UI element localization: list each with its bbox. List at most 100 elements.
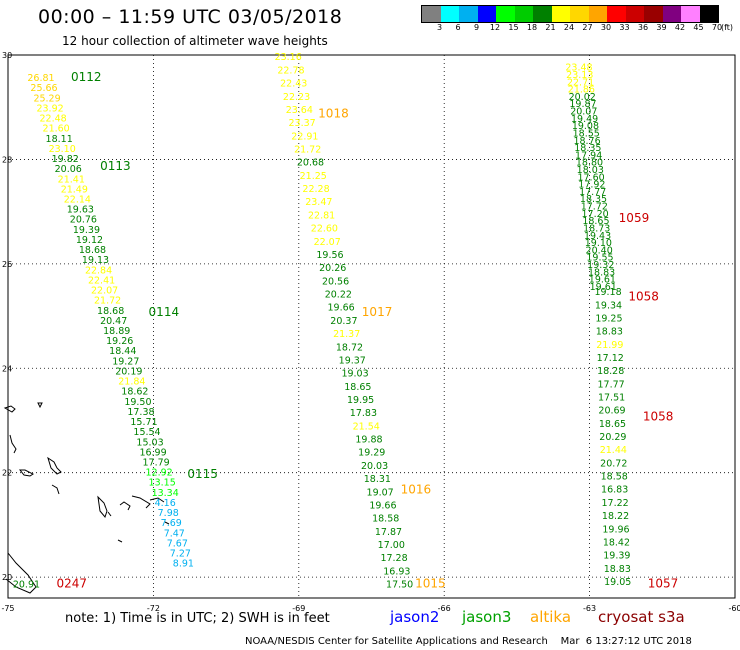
- wave-height-value: 18.72: [336, 342, 363, 353]
- wave-height-value: 4.16: [155, 498, 176, 509]
- track-altika: 23.16 22.78 22.43 22.23 23.64 23.37 22.91 21.72…: [275, 52, 446, 590]
- wave-height-value: 21.99: [596, 340, 623, 351]
- wave-height-value: 18.80: [576, 158, 603, 169]
- pass-time-label: 1057: [648, 577, 679, 591]
- wave-height-value: 19.39: [73, 225, 100, 236]
- wave-height-value: 7.98: [158, 508, 179, 519]
- scale-swatch: [551, 6, 570, 22]
- wave-height-value: 21.84: [118, 377, 145, 388]
- wave-height-value: 22.48: [40, 114, 67, 125]
- wave-height-value: 21.54: [353, 421, 380, 432]
- wave-height-value: 19.07: [367, 487, 394, 498]
- island-outline: [97, 495, 108, 519]
- wave-height-value: 18.11: [46, 134, 73, 145]
- scale-label: 12: [489, 23, 501, 32]
- wave-height-value: 20.22: [325, 290, 352, 301]
- wave-height-value: 19.95: [347, 395, 374, 406]
- chart-title: 00:00 – 11:59 UTC 03/05/2018: [38, 6, 343, 28]
- wave-height-value: 20.76: [70, 215, 97, 226]
- wave-height-value: 20.19: [115, 366, 142, 377]
- lon-tick-label: -60: [728, 604, 740, 613]
- scale-swatch: [570, 6, 589, 22]
- wave-height-value: 12.92: [146, 468, 173, 479]
- wave-height-value: 19.96: [602, 524, 629, 535]
- wave-height-value: 18.65: [344, 382, 371, 393]
- wave-height-value: 20.07: [570, 107, 597, 118]
- wave-height-value: 19.43: [584, 231, 611, 242]
- wave-height-value: 8.91: [173, 559, 194, 570]
- scale-label: 9: [473, 23, 480, 32]
- wave-height-value: 18.62: [121, 387, 148, 398]
- island-outline: [51, 484, 60, 495]
- wave-height-value: 18.58: [372, 514, 399, 525]
- wave-height-value: 21.60: [43, 124, 70, 135]
- island-outline: [37, 402, 43, 409]
- scale-label: 27: [582, 23, 593, 32]
- wave-height-value: 23.48: [565, 63, 592, 74]
- wave-height-value: 19.39: [603, 551, 630, 562]
- wave-height-value: 20.68: [297, 158, 324, 169]
- wave-height-value: 19.61: [590, 282, 617, 293]
- scale-label: 21: [545, 23, 556, 32]
- lat-tick-label: 28: [2, 155, 12, 164]
- scale-swatch: [588, 6, 607, 22]
- wave-height-value: 16.83: [601, 485, 628, 496]
- lon-tick-label: -69: [292, 604, 305, 613]
- wave-height-value: 15.71: [130, 417, 157, 428]
- lat-tick-label: 30: [2, 51, 12, 60]
- wave-height-value: 18.83: [604, 564, 631, 575]
- island-outline: [117, 539, 123, 543]
- wave-height-value: 17.77: [579, 187, 606, 198]
- wave-height-value: 18.68: [97, 306, 124, 317]
- wave-height-value: 18.65: [582, 216, 609, 227]
- wave-height-value: 18.68: [79, 245, 106, 256]
- wave-height-value: 19.66: [369, 500, 396, 511]
- lat-tick-label: 24: [2, 364, 12, 373]
- wave-height-value: 7.47: [164, 528, 185, 539]
- wave-height-value: 19.66: [328, 303, 355, 314]
- scale-swatch: [625, 6, 644, 22]
- scale-swatch: [496, 6, 515, 22]
- wave-height-value: 23.47: [305, 197, 332, 208]
- lat-tick-label: 20: [2, 573, 12, 582]
- wave-height-value: 22.07: [314, 237, 341, 248]
- scale-swatch: [533, 6, 552, 22]
- lat-tick-label: 26: [2, 260, 12, 269]
- wave-height-value: 19.50: [124, 397, 151, 408]
- scale-label: 45: [693, 23, 704, 32]
- pass-time-label: 1058: [643, 409, 674, 423]
- pass-time-label: 0115: [187, 467, 218, 481]
- island-outline: [119, 501, 131, 511]
- wave-height-value: 17.22: [601, 498, 628, 509]
- wave-height-value: 19.27: [112, 356, 139, 367]
- scale-swatch: [644, 6, 663, 22]
- wave-height-value: 21.49: [61, 184, 88, 195]
- wave-height-value: 17.28: [380, 553, 407, 564]
- island-outline: [131, 495, 151, 509]
- legend-jason2: jason2: [390, 608, 440, 626]
- wave-height-value: 19.29: [358, 448, 385, 459]
- lat-tick-label: 22: [2, 469, 12, 478]
- wave-height-value: 19.88: [355, 435, 382, 446]
- scale-label: 33: [619, 23, 630, 32]
- wave-height-value: 21.86: [568, 85, 595, 96]
- wave-height-value: 19.10: [585, 238, 612, 249]
- wave-height-value: 15.03: [136, 437, 163, 448]
- wave-height-value: 18.22: [602, 511, 629, 522]
- scale-swatch: [699, 6, 718, 22]
- legend-cryosat: cryosat s3a: [598, 608, 685, 626]
- pass-time-label: 0112: [71, 70, 102, 84]
- scale-swatch: [459, 6, 478, 22]
- color-scale-labels: 3 6 9 12 15 18 21 24 27 30 33 36 39 42 45 70 (ft): [421, 23, 733, 35]
- wave-height-value: 20.26: [319, 263, 346, 274]
- island-outline: [47, 456, 62, 475]
- wave-height-value: 22.78: [277, 65, 304, 76]
- lon-tick-label: -75: [1, 604, 14, 613]
- island-outline: [9, 434, 17, 454]
- chart-subtitle: 12 hour collection of altimeter wave hei…: [62, 34, 328, 48]
- wave-height-value: 19.61: [589, 275, 616, 286]
- wave-height-value: 25.29: [33, 93, 60, 104]
- wave-height-value: 22.81: [308, 210, 335, 221]
- track-jason3: 26.8125.6625.2923.9222.4821.6018.1123.10…: [27, 70, 217, 570]
